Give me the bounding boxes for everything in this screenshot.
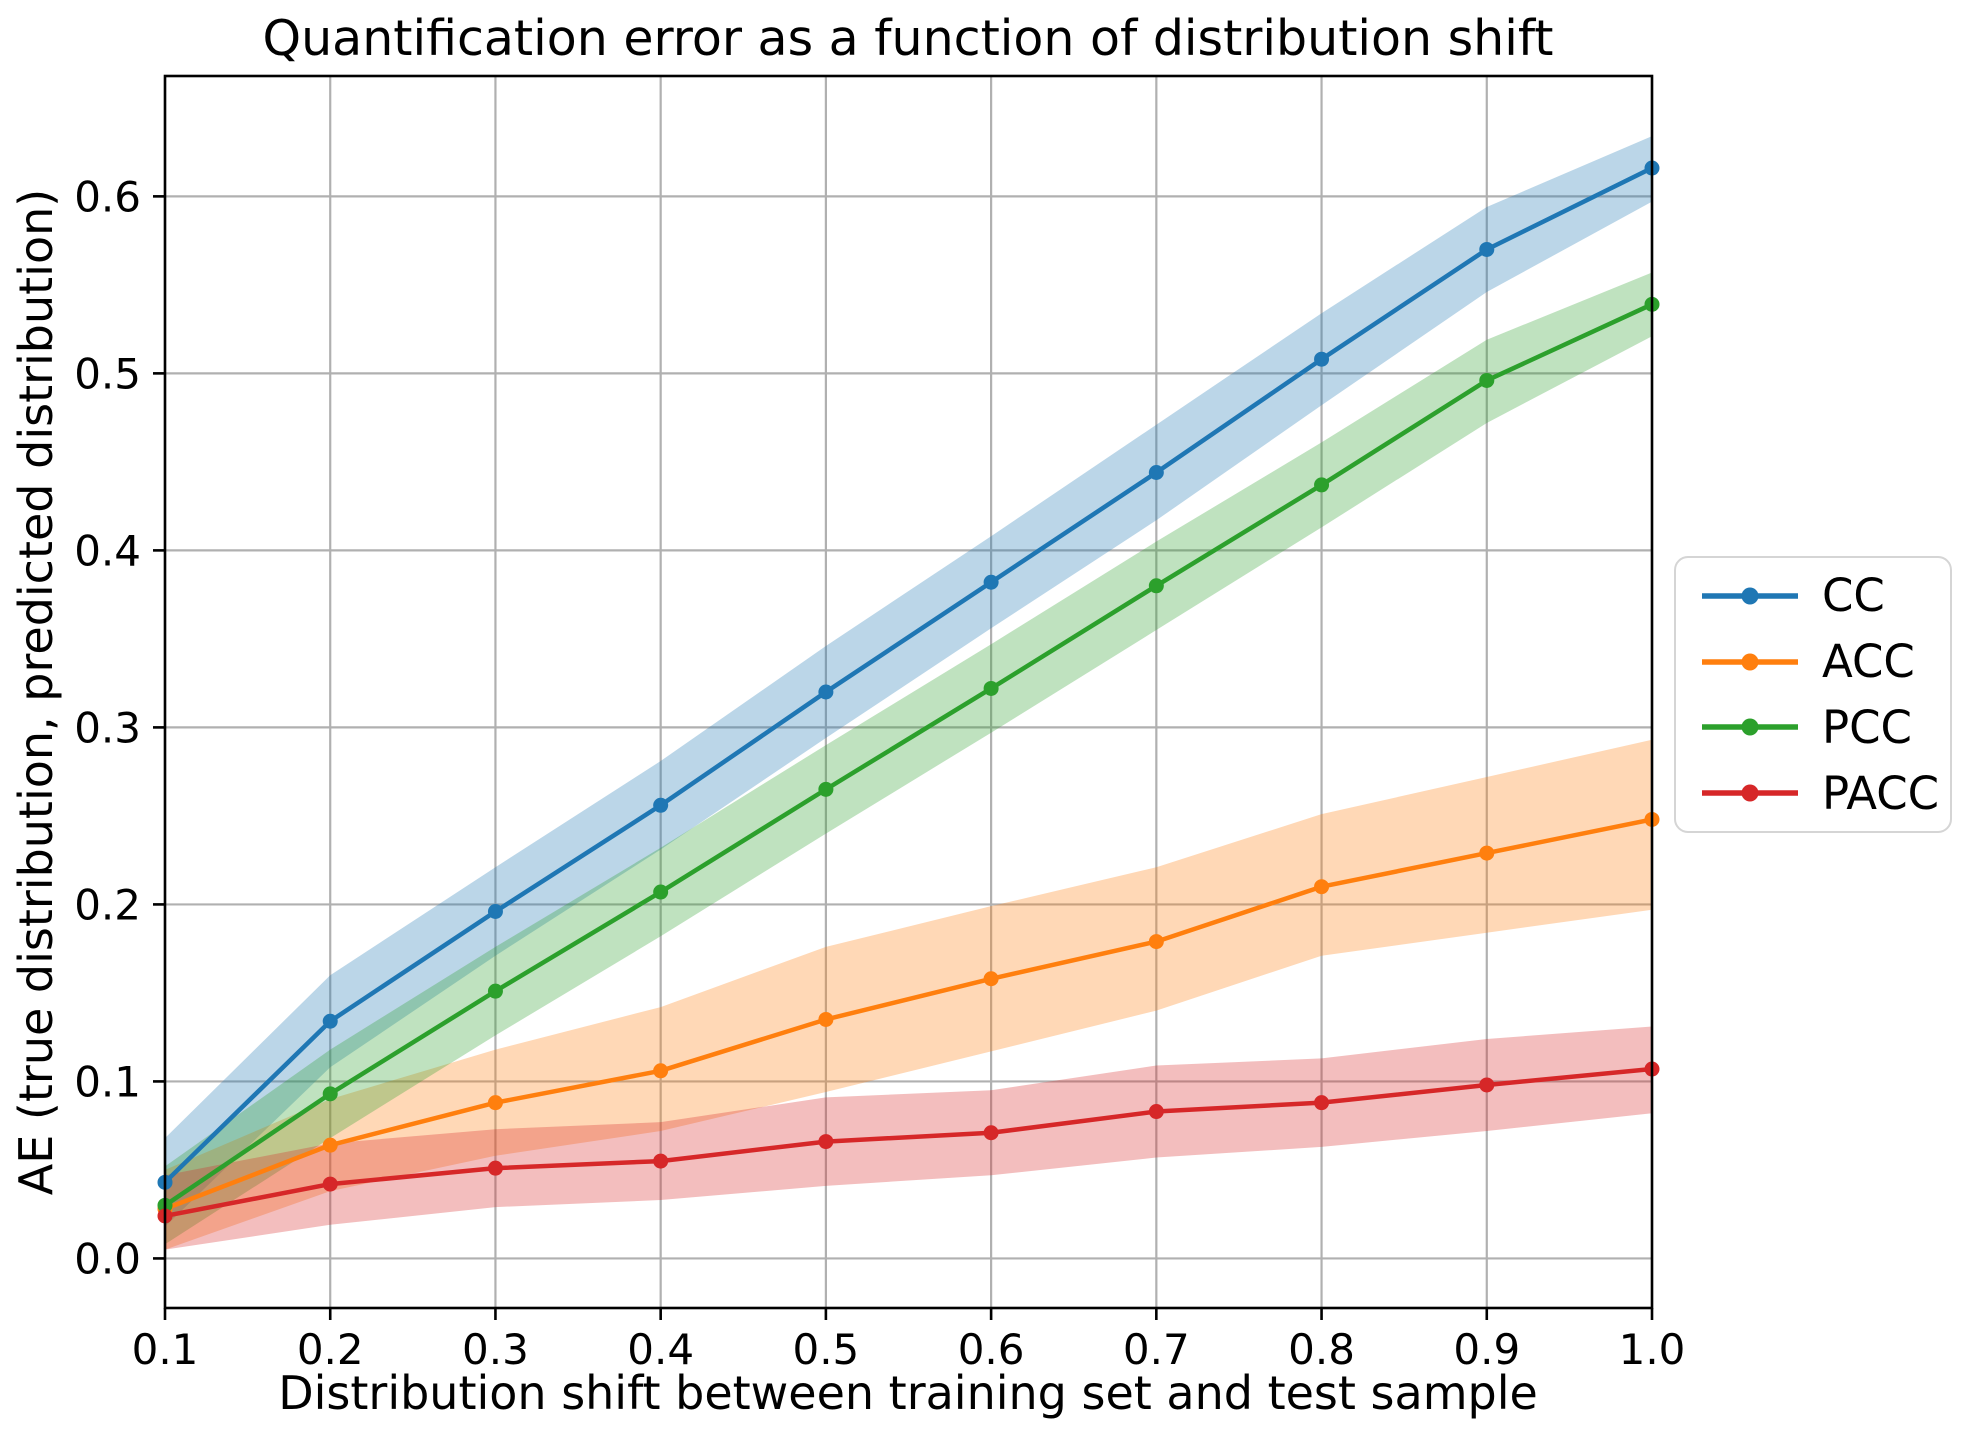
- legend-label-cc: CC: [1822, 569, 1885, 623]
- svg-text:0.5: 0.5: [792, 1325, 859, 1374]
- svg-text:0.3: 0.3: [74, 703, 141, 752]
- legend-item-pcc: PCC: [1700, 695, 1926, 759]
- svg-text:0.9: 0.9: [1453, 1325, 1520, 1374]
- svg-text:0.1: 0.1: [74, 1057, 141, 1106]
- svg-text:0.0: 0.0: [74, 1234, 141, 1283]
- svg-text:0.2: 0.2: [297, 1325, 364, 1374]
- svg-text:0.6: 0.6: [74, 172, 141, 221]
- legend-line-sample-icon: [1702, 718, 1798, 736]
- legend: CC ACC PCC PACC: [1674, 556, 1952, 833]
- legend-label-pacc: PACC: [1822, 766, 1940, 820]
- legend-item-pacc: PACC: [1700, 761, 1939, 825]
- legend-label-acc: ACC: [1822, 635, 1915, 689]
- y-axis-label: AE (true distribution, predicted distrib…: [9, 188, 63, 1196]
- svg-text:0.1: 0.1: [132, 1325, 199, 1374]
- svg-text:0.3: 0.3: [462, 1325, 529, 1374]
- svg-text:0.4: 0.4: [627, 1325, 694, 1374]
- svg-text:0.6: 0.6: [958, 1325, 1025, 1374]
- svg-text:0.2: 0.2: [74, 880, 141, 929]
- x-axis-label: Distribution shift between training set …: [278, 1366, 1538, 1420]
- svg-text:1.0: 1.0: [1619, 1325, 1686, 1374]
- chart-title: Quantification error as a function of di…: [262, 10, 1554, 67]
- svg-text:0.4: 0.4: [74, 526, 141, 575]
- legend-line-sample-icon: [1702, 587, 1798, 605]
- svg-text:0.7: 0.7: [1123, 1325, 1190, 1374]
- legend-line-sample-icon: [1702, 784, 1798, 802]
- legend-item-acc: ACC: [1700, 630, 1926, 694]
- legend-label-pcc: PCC: [1822, 700, 1912, 754]
- legend-item-cc: CC: [1700, 564, 1926, 628]
- svg-text:0.8: 0.8: [1288, 1325, 1355, 1374]
- legend-line-sample-icon: [1702, 653, 1798, 671]
- svg-text:0.5: 0.5: [74, 349, 141, 398]
